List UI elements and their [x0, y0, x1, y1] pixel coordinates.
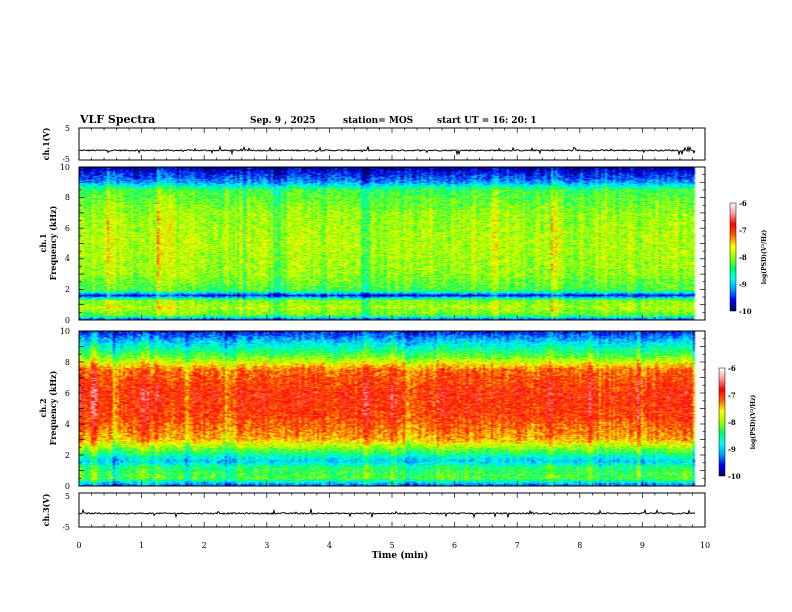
ch3-waveform-frame	[78, 492, 706, 528]
ch1-frequency-label: Frequency (kHz)	[48, 205, 58, 280]
time-tick-0: 0	[76, 541, 81, 550]
ch2-cbar-tick--7: -7	[728, 391, 736, 400]
ch1-colorbar-label: log(PSD)(V²/Hz)	[761, 230, 768, 285]
ch2-cbar-tick--10: -10	[728, 472, 741, 481]
time-tick-8: 8	[577, 541, 582, 550]
time-tick-7: 7	[515, 541, 520, 550]
date-label: Sep. 9 , 2025	[250, 116, 316, 126]
time-tick-5: 5	[389, 541, 394, 550]
time-tick-9: 9	[640, 541, 645, 550]
ch1-waveform-ylabel: ch.1(V)	[41, 127, 51, 160]
ch1-freq-tick-10: 10	[60, 163, 70, 172]
time-tick-10: 10	[700, 541, 710, 550]
ch2-cbar-tick--6: -6	[728, 364, 736, 373]
ch2-channel-label: ch.2	[38, 398, 48, 417]
ch2-spectrogram-image	[79, 331, 705, 486]
ch3-waveform-panel: 5 -5 ch.3(V) 0 1 2 3 4 5 6 7 8 9 10 Time…	[41, 492, 710, 561]
ch2-colorbar	[718, 367, 726, 477]
ch2-colorbar-label: log(PSD)(V²/Hz)	[750, 395, 757, 450]
time-tick-3: 3	[264, 541, 269, 550]
ch2-spectrogram-ticks	[78, 330, 706, 487]
time-tick-1: 1	[139, 541, 144, 550]
ch2-freq-tick-6: 6	[65, 389, 70, 398]
ch3-waveform-ylabel: ch.3(V)	[41, 493, 51, 526]
ch1-ytick-top: 5	[65, 124, 70, 133]
ch1-channel-label: ch.1	[38, 233, 48, 252]
ch1-waveform-panel: 5 -5 ch.1(V)	[41, 124, 706, 164]
time-tick-4: 4	[327, 541, 332, 550]
station-label: station= MOS	[343, 116, 413, 126]
ch1-cbar-tick--7: -7	[739, 226, 747, 235]
ch1-spectrogram-ticks	[78, 166, 706, 321]
time-axis-label: Time (min)	[372, 550, 429, 561]
time-tick-6: 6	[452, 541, 457, 550]
ch3-waveform-ticks	[78, 493, 706, 527]
ch1-ytick-bottom: -5	[62, 155, 70, 164]
ch1-cbar-tick--6: -6	[739, 199, 747, 208]
ch2-freq-tick-2: 2	[65, 451, 70, 460]
ch1-freq-tick-6: 6	[65, 224, 70, 233]
ch1-freq-tick-0: 0	[65, 316, 70, 325]
ch1-freq-tick-2: 2	[65, 285, 70, 294]
ch2-cbar-tick--9: -9	[728, 445, 736, 454]
ch2-frequency-label: Frequency (kHz)	[48, 370, 58, 445]
ch1-waveform-ticks	[78, 128, 706, 160]
ch3-ytick-bottom: -5	[62, 523, 70, 532]
ch2-freq-tick-8: 8	[65, 358, 70, 367]
ch1-colorbar	[729, 202, 737, 312]
ch1-freq-tick-4: 4	[65, 254, 70, 263]
ch2-freq-tick-10: 10	[60, 327, 70, 336]
ch1-spectrogram-image	[79, 167, 705, 320]
ch1-freq-tick-8: 8	[65, 193, 70, 202]
ch3-waveform-trace	[78, 508, 696, 519]
ch1-spectrogram-panel: 10 8 6 4 2 0 ch.1 Frequency (kHz) -6 -7 …	[38, 163, 768, 325]
figure-title: VLF Spectra	[79, 113, 155, 126]
ch2-cbar-tick--8: -8	[728, 418, 736, 427]
ch1-waveform-trace	[78, 144, 696, 156]
ch2-freq-tick-0: 0	[65, 482, 70, 491]
ch3-ytick-top: 5	[65, 492, 70, 501]
ch1-cbar-tick--9: -9	[739, 280, 747, 289]
ch1-cbar-tick--8: -8	[739, 253, 747, 262]
ch2-freq-tick-4: 4	[65, 420, 70, 429]
time-tick-2: 2	[202, 541, 207, 550]
ch2-spectrogram-panel: 10 8 6 4 2 0 ch.2 Frequency (kHz) -6 -7 …	[38, 327, 757, 491]
start-ut-label: start UT = 16: 20: 1	[437, 116, 537, 126]
ch1-cbar-tick--10: -10	[739, 307, 752, 316]
